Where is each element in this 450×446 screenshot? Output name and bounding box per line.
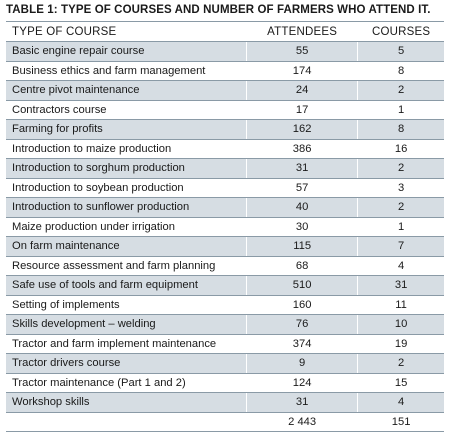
table-row: Workshop skills 31 4 <box>6 392 444 413</box>
cell-type-of-course: Introduction to soybean production <box>6 177 247 198</box>
cell-type-of-course: Business ethics and farm management <box>6 60 247 81</box>
cell-attendees: 115 <box>246 236 358 257</box>
table-row: Introduction to maize production 386 16 <box>6 138 444 159</box>
cell-attendees: 31 <box>246 158 358 179</box>
table-row: Contractors course 17 1 <box>6 99 444 120</box>
table-row: Setting of implements 160 11 <box>6 294 444 315</box>
cell-courses: 7 <box>357 236 444 257</box>
cell-attendees: 374 <box>246 333 358 354</box>
cell-courses: 19 <box>357 333 444 354</box>
cell-attendees: 386 <box>246 138 358 159</box>
cell-courses: 1 <box>357 216 444 237</box>
cell-attendees: 510 <box>246 275 358 296</box>
cell-attendees: 162 <box>246 119 358 140</box>
cell-courses: 2 <box>357 353 444 374</box>
cell-courses: 8 <box>357 119 444 140</box>
cell-type-of-course: Introduction to sunflower production <box>6 197 247 218</box>
cell-courses: 8 <box>357 60 444 81</box>
header-type-of-course: TYPE OF COURSE <box>6 21 247 42</box>
cell-type-of-course: Tractor maintenance (Part 1 and 2) <box>6 372 247 393</box>
total-courses: 151 <box>357 411 444 432</box>
cell-courses: 10 <box>357 314 444 335</box>
cell-courses: 11 <box>357 294 444 315</box>
cell-courses: 3 <box>357 177 444 198</box>
cell-type-of-course: On farm maintenance <box>6 236 247 257</box>
table-row: Introduction to sorghum production 31 2 <box>6 158 444 179</box>
header-courses: COURSES <box>357 21 444 42</box>
table-row: Tractor and farm implement maintenance 37… <box>6 333 444 354</box>
cell-attendees: 40 <box>246 197 358 218</box>
table-row: Safe use of tools and farm equipment 510 3… <box>6 275 444 296</box>
table-caption: TABLE 1: TYPE OF COURSES AND NUMBER OF F… <box>6 4 431 16</box>
cell-courses: 4 <box>357 255 444 276</box>
cell-attendees: 76 <box>246 314 358 335</box>
table-row: Farming for profits 162 8 <box>6 119 444 140</box>
cell-courses: 2 <box>357 80 444 101</box>
cell-courses: 2 <box>357 197 444 218</box>
cell-type-of-course: Contractors course <box>6 99 247 120</box>
table-row: Resource assessment and farm planning 68 4 <box>6 255 444 276</box>
table-row: Maize production under irrigation 30 1 <box>6 216 444 237</box>
cell-courses: 16 <box>357 138 444 159</box>
cell-type-of-course: Safe use of tools and farm equipment <box>6 275 247 296</box>
table-row: On farm maintenance 115 7 <box>6 236 444 257</box>
cell-type-of-course: Maize production under irrigation <box>6 216 247 237</box>
table-row: Business ethics and farm management 174 8 <box>6 60 444 81</box>
total-label <box>6 411 247 432</box>
table-row: Skills development – welding 76 10 <box>6 314 444 335</box>
header-attendees: ATTENDEES <box>246 21 358 42</box>
cell-courses: 5 <box>357 41 444 62</box>
cell-attendees: 68 <box>246 255 358 276</box>
table-row: Introduction to soybean production 57 3 <box>6 177 444 198</box>
table-row: Tractor maintenance (Part 1 and 2) 124 15 <box>6 372 444 393</box>
cell-attendees: 57 <box>246 177 358 198</box>
table-row: Basic engine repair course 55 5 <box>6 41 444 62</box>
totals-row: 2 443 151 <box>6 411 444 432</box>
table-row: Introduction to sunflower production 40 2 <box>6 197 444 218</box>
cell-type-of-course: Tractor drivers course <box>6 353 247 374</box>
table-body: Basic engine repair course 55 5 Business et… <box>6 41 444 432</box>
cell-type-of-course: Resource assessment and farm planning <box>6 255 247 276</box>
cell-type-of-course: Tractor and farm implement maintenance <box>6 333 247 354</box>
cell-type-of-course: Introduction to sorghum production <box>6 158 247 179</box>
cell-attendees: 174 <box>246 60 358 81</box>
cell-type-of-course: Setting of implements <box>6 294 247 315</box>
cell-attendees: 55 <box>246 41 358 62</box>
cell-type-of-course: Workshop skills <box>6 392 247 413</box>
cell-attendees: 17 <box>246 99 358 120</box>
cell-attendees: 9 <box>246 353 358 374</box>
cell-courses: 2 <box>357 158 444 179</box>
cell-type-of-course: Skills development – welding <box>6 314 247 335</box>
total-attendees: 2 443 <box>246 411 358 432</box>
table-header-row: TYPE OF COURSE ATTENDEES COURSES <box>6 21 444 42</box>
cell-attendees: 24 <box>246 80 358 101</box>
cell-type-of-course: Basic engine repair course <box>6 41 247 62</box>
cell-attendees: 124 <box>246 372 358 393</box>
cell-type-of-course: Farming for profits <box>6 119 247 140</box>
courses-table: TYPE OF COURSE ATTENDEES COURSES Basic e… <box>6 21 444 432</box>
cell-courses: 4 <box>357 392 444 413</box>
cell-attendees: 30 <box>246 216 358 237</box>
cell-attendees: 160 <box>246 294 358 315</box>
table-row: Tractor drivers course 9 2 <box>6 353 444 374</box>
cell-type-of-course: Centre pivot maintenance <box>6 80 247 101</box>
cell-courses: 31 <box>357 275 444 296</box>
cell-attendees: 31 <box>246 392 358 413</box>
cell-type-of-course: Introduction to maize production <box>6 138 247 159</box>
cell-courses: 1 <box>357 99 444 120</box>
table-row: Centre pivot maintenance 24 2 <box>6 80 444 101</box>
cell-courses: 15 <box>357 372 444 393</box>
